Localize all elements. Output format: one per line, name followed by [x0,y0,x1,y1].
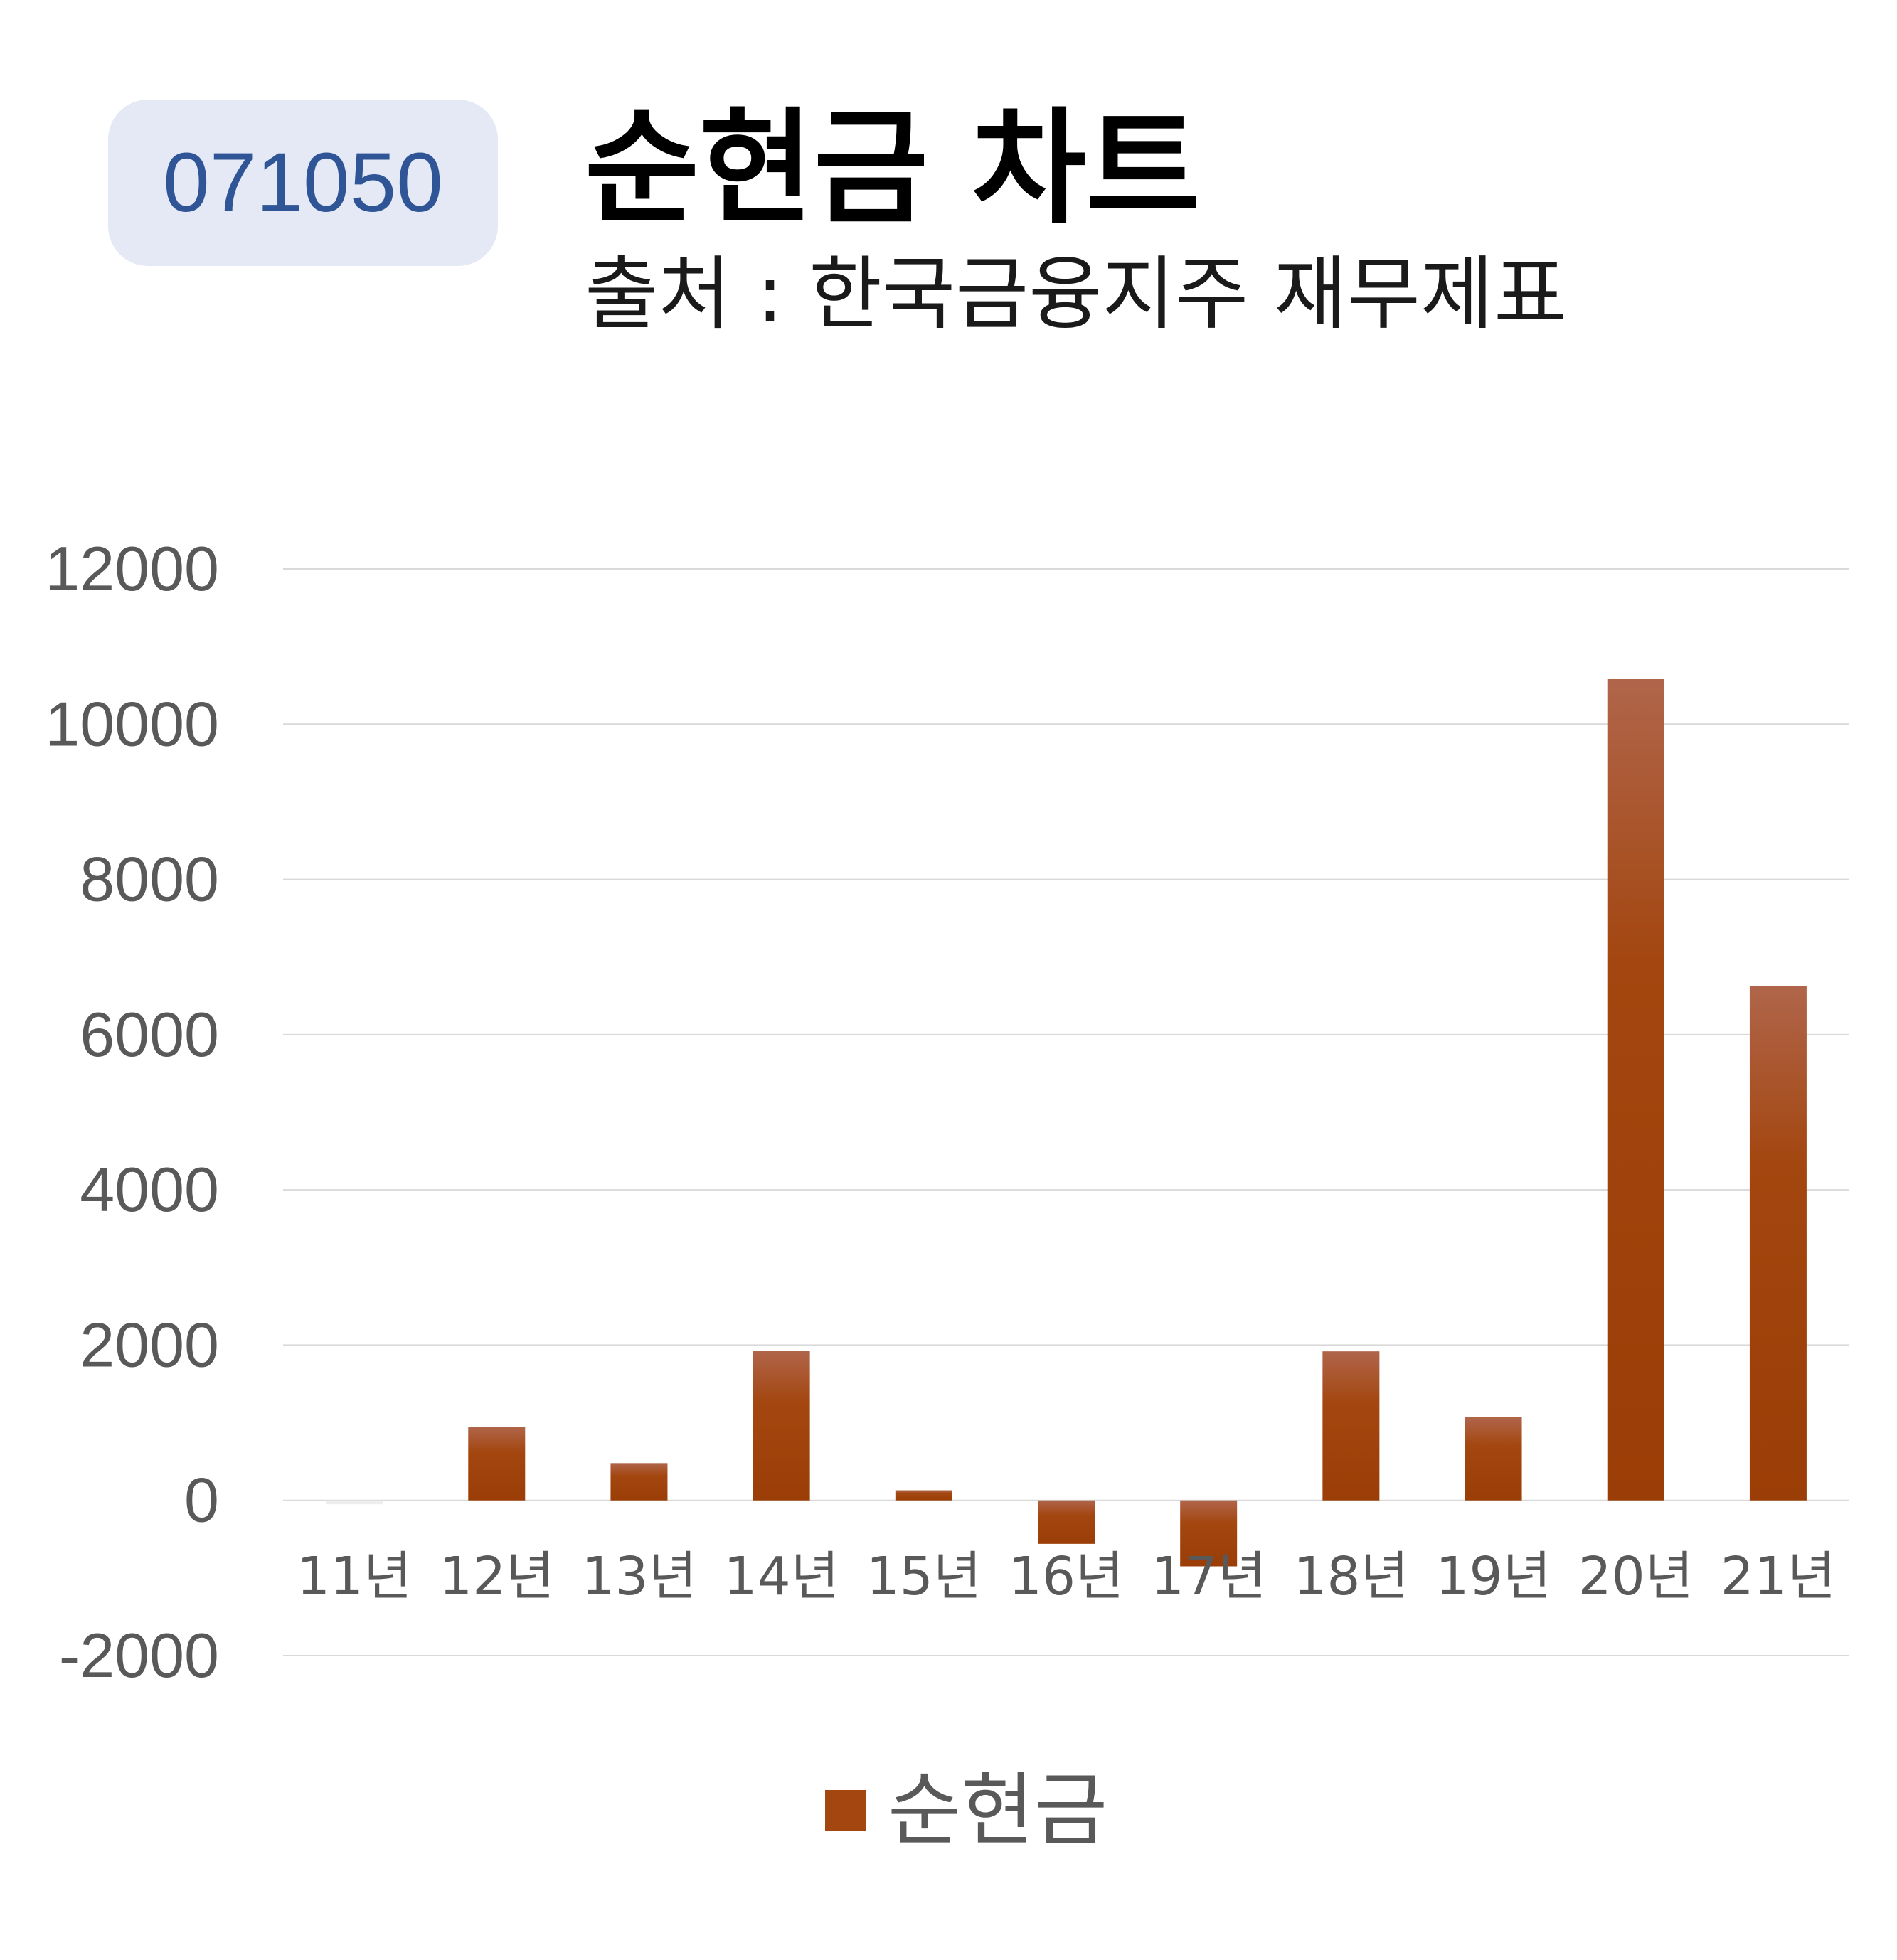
x-tick-label: 17년 [1151,1546,1266,1607]
y-tick-label: -2000 [59,1620,219,1690]
y-tick-label: 0 [184,1465,219,1535]
x-tick-label: 19년 [1435,1546,1551,1607]
y-tick-label: 6000 [80,999,219,1070]
stock-code: 071050 [163,136,443,230]
x-tick-label: 13년 [581,1546,696,1607]
x-tick-label: 16년 [1009,1546,1124,1607]
legend-label: 순현금 [888,1764,1108,1857]
bar [326,1500,383,1505]
chart-title: 순현금 차트 [585,97,1201,241]
x-tick-label: 12년 [439,1546,554,1607]
bar [895,1490,952,1501]
chart-subtitle: 출처 : 한국금융지주 재무제표 [585,248,1568,341]
legend: 순현금 [825,1771,1107,1850]
y-tick-label: 4000 [80,1154,219,1225]
x-tick-label: 11년 [297,1546,412,1607]
x-tick-label: 21년 [1721,1546,1836,1607]
bar [1038,1500,1095,1544]
stock-code-badge: 071050 [108,100,498,266]
bar [1749,986,1807,1501]
bar [1180,1500,1238,1567]
x-tick-label: 20년 [1578,1546,1694,1607]
bar [753,1351,810,1501]
y-tick-label: 2000 [80,1309,219,1380]
x-tick-label: 15년 [866,1546,982,1607]
bar [1465,1417,1522,1501]
y-tick-label: 10000 [45,688,219,759]
bar [468,1427,526,1501]
x-tick-label: 14년 [724,1546,839,1607]
x-tick-label: 18년 [1293,1546,1408,1607]
legend-swatch [825,1790,866,1831]
y-tick-label: 8000 [80,844,219,915]
bar [1322,1351,1380,1501]
bar [610,1463,668,1501]
bar [1607,678,1664,1501]
y-tick-label: 12000 [45,533,219,604]
